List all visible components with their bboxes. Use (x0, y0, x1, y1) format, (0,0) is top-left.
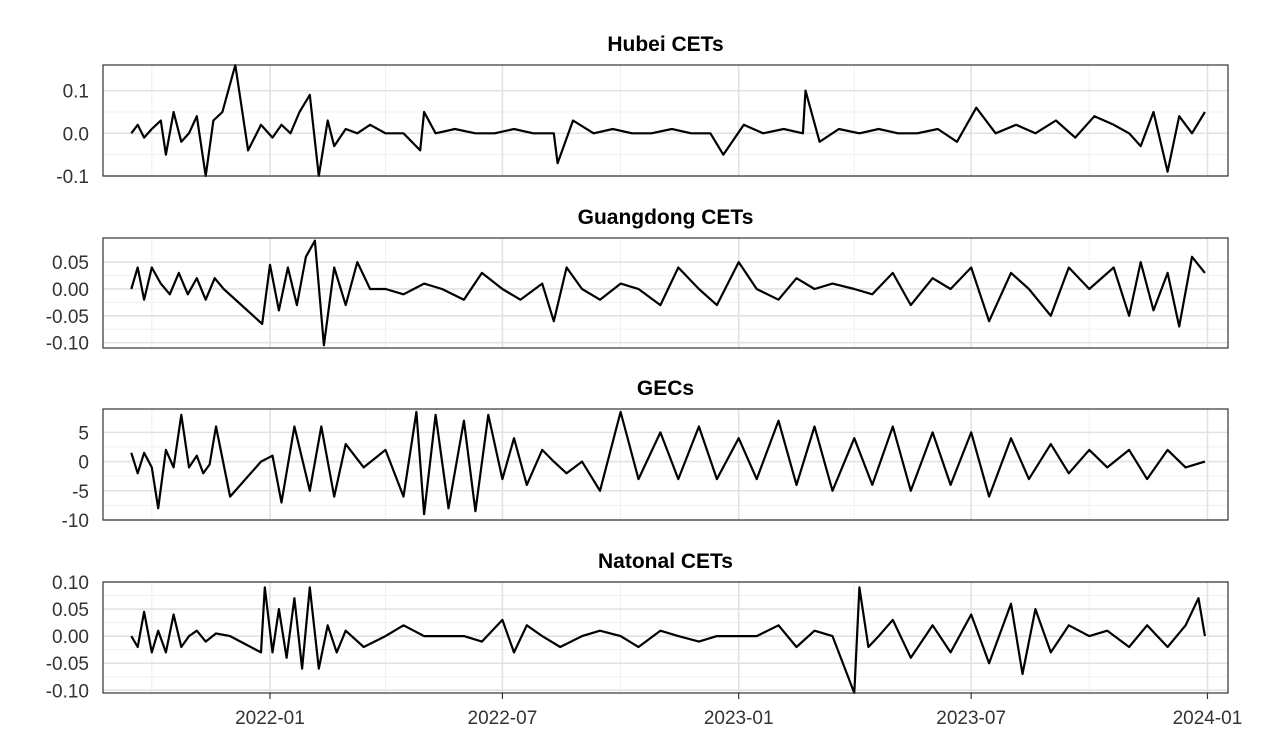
panel-border (102, 408, 1229, 521)
series-line (130, 410, 1206, 516)
series-line (130, 63, 1206, 178)
y-tick-label: -0.10 (46, 334, 89, 355)
y-tick-label: 0.1 (63, 82, 89, 103)
x-tick-label: 2022-07 (468, 708, 538, 729)
x-tick-label: 2023-07 (936, 708, 1006, 729)
y-tick-label: 0.00 (52, 280, 89, 301)
panel-title: Natonal CETs (598, 550, 733, 573)
y-tick-label: 0.05 (52, 253, 89, 274)
y-tick-label: 0.05 (52, 600, 89, 621)
panel-border (102, 64, 1229, 177)
panel-1: 0.1 0.0 -0.1 Hubei CETs (56, 33, 1229, 188)
y-tick-label: -0.05 (46, 307, 89, 328)
x-tick-label: 2022-01 (235, 708, 305, 729)
y-tick-label: -0.10 (46, 681, 89, 702)
y-tick-label: -0.1 (56, 167, 89, 188)
panel-border (102, 237, 1229, 349)
panel-4: 0.10 0.05 0.00 -0.05 -0.10 Natonal CETs (46, 550, 1229, 702)
panel-3: 5 0 -5 -10 GECs (62, 377, 1229, 532)
y-tick-label: 0.0 (63, 124, 89, 145)
y-tick-label: -10 (62, 511, 89, 532)
x-tick-label: 2024-01 (1173, 708, 1243, 729)
series-line (130, 586, 1206, 695)
panel-title: Hubei CETs (607, 33, 723, 56)
x-tick-label: 2023-01 (704, 708, 774, 729)
y-tick-label: 5 (78, 423, 89, 444)
series-line (130, 239, 1206, 347)
panel-border (102, 581, 1229, 694)
y-tick-label: 0.00 (52, 627, 89, 648)
panel-2: 0.05 0.00 -0.05 -0.10 Guangdong CETs (46, 206, 1229, 355)
y-tick-label: -5 (72, 482, 89, 503)
panel-title: Guangdong CETs (578, 206, 754, 229)
y-tick-label: 0 (78, 453, 89, 474)
y-tick-label: 0.10 (52, 573, 89, 594)
panel-title: GECs (637, 377, 694, 400)
y-tick-label: -0.05 (46, 654, 89, 675)
